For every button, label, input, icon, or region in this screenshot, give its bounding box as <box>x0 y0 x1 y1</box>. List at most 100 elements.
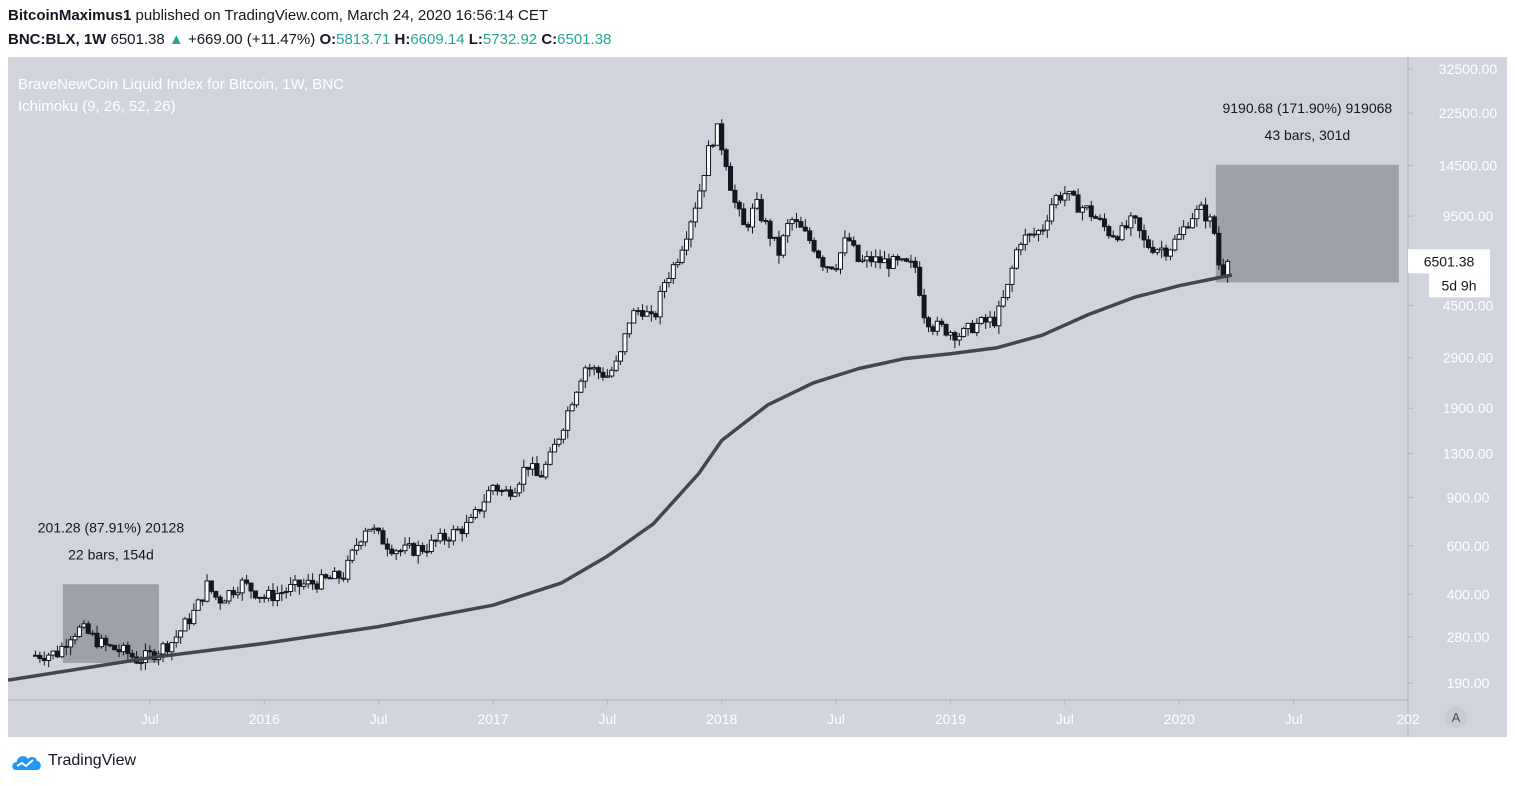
candle-body <box>125 644 131 654</box>
candle-body <box>477 509 483 512</box>
candle-body <box>921 294 927 319</box>
candle-body <box>1159 247 1165 251</box>
candle-body <box>191 609 197 625</box>
author-name[interactable]: BitcoinMaximus1 <box>8 7 132 24</box>
candle-body <box>723 149 729 168</box>
candle-body <box>103 637 109 646</box>
candle-body <box>279 592 285 595</box>
y-tick-label: 900.00 <box>1447 489 1490 505</box>
y-tick-label: 14500.00 <box>1439 158 1498 174</box>
candle-body <box>1040 229 1046 232</box>
candle-body <box>1132 215 1138 219</box>
candle-body <box>538 475 544 478</box>
candle-body <box>270 589 276 602</box>
ohlc-line: BNC:BLX, 1W 6501.38 ▲ +669.00 (+11.47%) … <box>8 31 611 48</box>
candle-body <box>776 236 782 256</box>
candle-body <box>1194 208 1200 220</box>
candle-body <box>129 652 135 658</box>
candle-body <box>701 174 707 192</box>
y-tick-label: 1300.00 <box>1443 446 1494 462</box>
candle-body <box>332 570 338 580</box>
candle-body <box>582 367 588 382</box>
candle-body <box>574 391 580 406</box>
candle-body <box>692 207 698 223</box>
candle-body <box>824 266 830 269</box>
moving-average-line <box>7 273 1233 682</box>
auto-scale-label[interactable]: A <box>1452 710 1461 725</box>
candle-body <box>640 310 646 317</box>
candle-body <box>239 579 245 594</box>
auto-scale-button[interactable] <box>1445 706 1467 728</box>
candle-body <box>890 255 896 269</box>
candle-body <box>802 226 808 232</box>
candle-body <box>1115 236 1121 241</box>
candle-body <box>32 654 38 657</box>
price-chart-svg[interactable]: 190.00 280.00 400.00 600.00 900.00 1300.00 190… <box>7 57 1507 737</box>
countdown-label-box <box>1429 273 1490 298</box>
price-axis[interactable] <box>1408 57 1507 737</box>
candle-body <box>578 380 584 393</box>
candle-body <box>318 574 324 590</box>
x-tick-label: 2016 <box>249 711 280 727</box>
candle-body <box>54 650 60 658</box>
candle-body <box>829 266 835 270</box>
cloud-logo-icon <box>12 756 41 770</box>
candle-body <box>622 333 628 353</box>
candle-body <box>1071 190 1077 196</box>
candle-body <box>626 322 632 335</box>
candle-body <box>164 643 170 653</box>
candle-body <box>63 645 69 648</box>
candle-body <box>120 644 126 653</box>
candle-body <box>283 590 289 594</box>
candle-body <box>987 316 993 323</box>
candle-body <box>494 484 500 492</box>
x-tick-label: Jul <box>1285 711 1303 727</box>
candle-body <box>508 489 514 497</box>
candle-body <box>763 220 769 223</box>
candle-body <box>446 539 452 542</box>
candle-body <box>521 466 527 485</box>
candle-body <box>314 583 320 590</box>
candle-body <box>1211 216 1217 234</box>
candle-body <box>46 654 52 662</box>
candle-body <box>925 317 931 328</box>
candle-body <box>767 220 773 239</box>
candle-body <box>798 221 804 228</box>
candle-body <box>1013 249 1019 269</box>
candle-body <box>684 238 690 251</box>
candle-body <box>565 410 571 431</box>
candle-body <box>855 244 861 262</box>
chart-area[interactable]: 190.00 280.00 400.00 600.00 900.00 1300.00 190… <box>7 57 1507 737</box>
candle-body <box>1044 220 1050 231</box>
candle-body <box>873 256 879 263</box>
candle-body <box>895 255 901 261</box>
candle-body <box>534 463 540 477</box>
candle-body <box>257 596 263 599</box>
candle-body <box>807 230 813 242</box>
candle-body <box>442 532 448 541</box>
x-tick-label: Jul <box>370 711 388 727</box>
candle-body <box>310 579 316 585</box>
candle-body <box>186 618 192 625</box>
candle-body <box>688 221 694 240</box>
candle-body <box>710 144 716 147</box>
candle-body <box>728 166 734 191</box>
candle-body <box>1049 204 1055 222</box>
candle-body <box>138 662 144 665</box>
candle-body <box>785 223 791 237</box>
tradingview-brand[interactable]: TradingView <box>10 750 136 772</box>
candle-body <box>1198 204 1204 210</box>
candle-body <box>1176 234 1182 240</box>
candle-body <box>1005 283 1011 299</box>
candle-body <box>912 260 918 268</box>
candle-body <box>406 543 412 546</box>
candle-body <box>1000 297 1006 307</box>
up-triangle-icon: ▲ <box>168 31 184 48</box>
candle-body <box>244 579 250 584</box>
candle-body <box>1093 216 1099 219</box>
candle-body <box>1066 190 1072 195</box>
candle-body <box>816 250 822 259</box>
candle-body <box>943 323 949 336</box>
candle-body <box>644 311 650 317</box>
candle-body <box>596 367 602 373</box>
